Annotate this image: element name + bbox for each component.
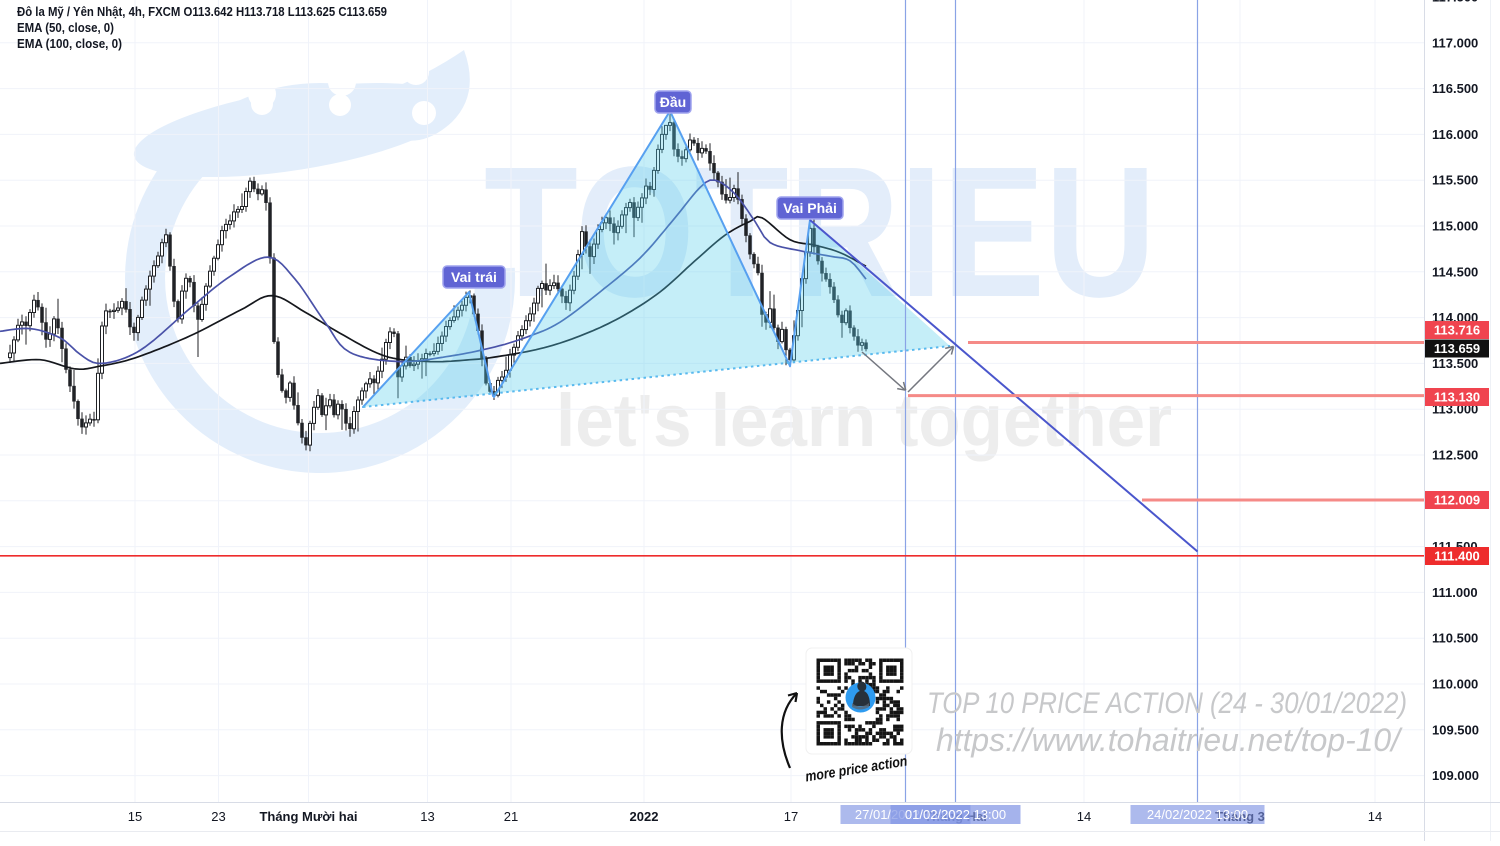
svg-text:15: 15 xyxy=(128,809,142,824)
svg-text:2022: 2022 xyxy=(630,809,659,824)
svg-text:14: 14 xyxy=(1077,809,1091,824)
svg-text:23: 23 xyxy=(211,809,225,824)
svg-text:24/02/2022 13:00: 24/02/2022 13:00 xyxy=(1147,807,1248,822)
svg-text:115.000: 115.000 xyxy=(1432,219,1478,234)
svg-text:EMA (50, close, 0): EMA (50, close, 0) xyxy=(17,21,114,35)
svg-text:116.000: 116.000 xyxy=(1432,127,1478,142)
svg-text:17: 17 xyxy=(784,809,798,824)
svg-text:TOP 10 PRICE ACTION (24 - 30/0: TOP 10 PRICE ACTION (24 - 30/01/2022) xyxy=(927,687,1407,720)
svg-text:https://www.tohaitrieu.net/top: https://www.tohaitrieu.net/top-10/ xyxy=(936,722,1403,758)
svg-text:Đô la Mỹ / Yên Nhật, 4h, FXCM: Đô la Mỹ / Yên Nhật, 4h, FXCM O113.642 H… xyxy=(17,5,387,19)
svg-text:117.000: 117.000 xyxy=(1432,35,1478,50)
svg-text:115.500: 115.500 xyxy=(1432,173,1478,188)
svg-text:112.009: 112.009 xyxy=(1434,493,1480,508)
svg-text:Vai trái: Vai trái xyxy=(451,269,497,285)
svg-text:13: 13 xyxy=(420,809,434,824)
svg-text:21: 21 xyxy=(504,809,518,824)
svg-text:117.500: 117.500 xyxy=(1432,0,1478,5)
svg-text:111.000: 111.000 xyxy=(1432,585,1478,600)
svg-text:113.659: 113.659 xyxy=(1434,341,1480,356)
svg-text:01/02/2022 13:00: 01/02/2022 13:00 xyxy=(905,807,1006,822)
svg-text:110.500: 110.500 xyxy=(1432,631,1478,646)
svg-text:114.500: 114.500 xyxy=(1432,264,1478,279)
svg-text:113.130: 113.130 xyxy=(1434,390,1480,405)
svg-text:110.000: 110.000 xyxy=(1432,677,1478,692)
svg-text:113.500: 113.500 xyxy=(1432,356,1478,371)
svg-text:Đầu: Đầu xyxy=(660,94,686,110)
svg-text:14: 14 xyxy=(1368,809,1382,824)
svg-text:116.500: 116.500 xyxy=(1432,81,1478,96)
svg-text:109.000: 109.000 xyxy=(1432,768,1479,783)
svg-text:111.400: 111.400 xyxy=(1434,549,1480,564)
svg-text:let's learn together: let's learn together xyxy=(556,379,1172,462)
svg-text:113.716: 113.716 xyxy=(1434,323,1480,338)
svg-text:Tháng Mười hai: Tháng Mười hai xyxy=(259,809,357,824)
svg-text:109.500: 109.500 xyxy=(1432,722,1479,737)
svg-text:112.500: 112.500 xyxy=(1432,448,1478,463)
svg-text:Vai Phải: Vai Phải xyxy=(783,200,837,216)
svg-text:EMA (100, close, 0): EMA (100, close, 0) xyxy=(17,37,122,51)
